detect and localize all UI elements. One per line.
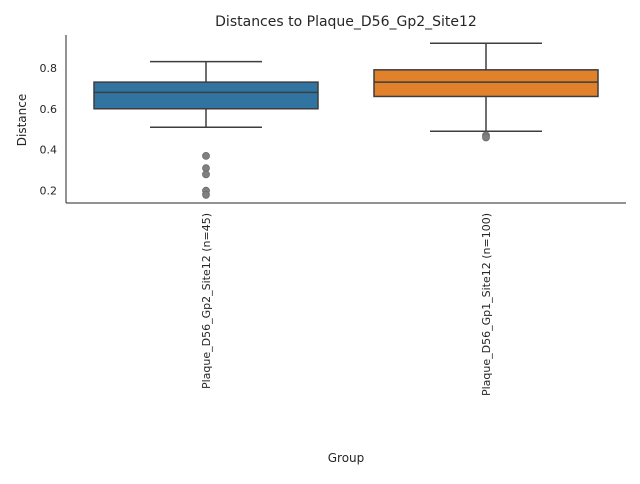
x-axis-label: Group xyxy=(328,451,365,465)
box-group xyxy=(373,42,599,142)
outlier-point xyxy=(202,170,210,179)
box xyxy=(373,69,599,98)
x-tick-label: Plaque_D56_Gp2_Site12 (n=45) xyxy=(200,213,213,389)
outlier-point xyxy=(202,151,210,160)
box-group xyxy=(93,60,319,199)
outlier-point xyxy=(482,133,490,142)
boxes xyxy=(93,42,599,199)
y-ticks: 0.2 0.4 0.6 0.8 xyxy=(40,62,58,198)
outlier-point xyxy=(202,190,210,199)
y-axis-label: Distance xyxy=(15,94,29,146)
box xyxy=(93,81,319,110)
y-tick-label: 0.8 xyxy=(40,62,58,75)
chart-title: Distances to Plaque_D56_Gp2_Site12 xyxy=(215,14,477,30)
x-ticks: Plaque_D56_Gp2_Site12 (n=45) Plaque_D56_G… xyxy=(200,213,493,396)
axes xyxy=(65,35,626,204)
y-tick-label: 0.4 xyxy=(40,144,58,157)
y-tick-label: 0.2 xyxy=(40,185,58,198)
x-tick-label: Plaque_D56_Gp1_Site12 (n=100) xyxy=(480,213,493,396)
y-tick-label: 0.6 xyxy=(40,103,58,116)
